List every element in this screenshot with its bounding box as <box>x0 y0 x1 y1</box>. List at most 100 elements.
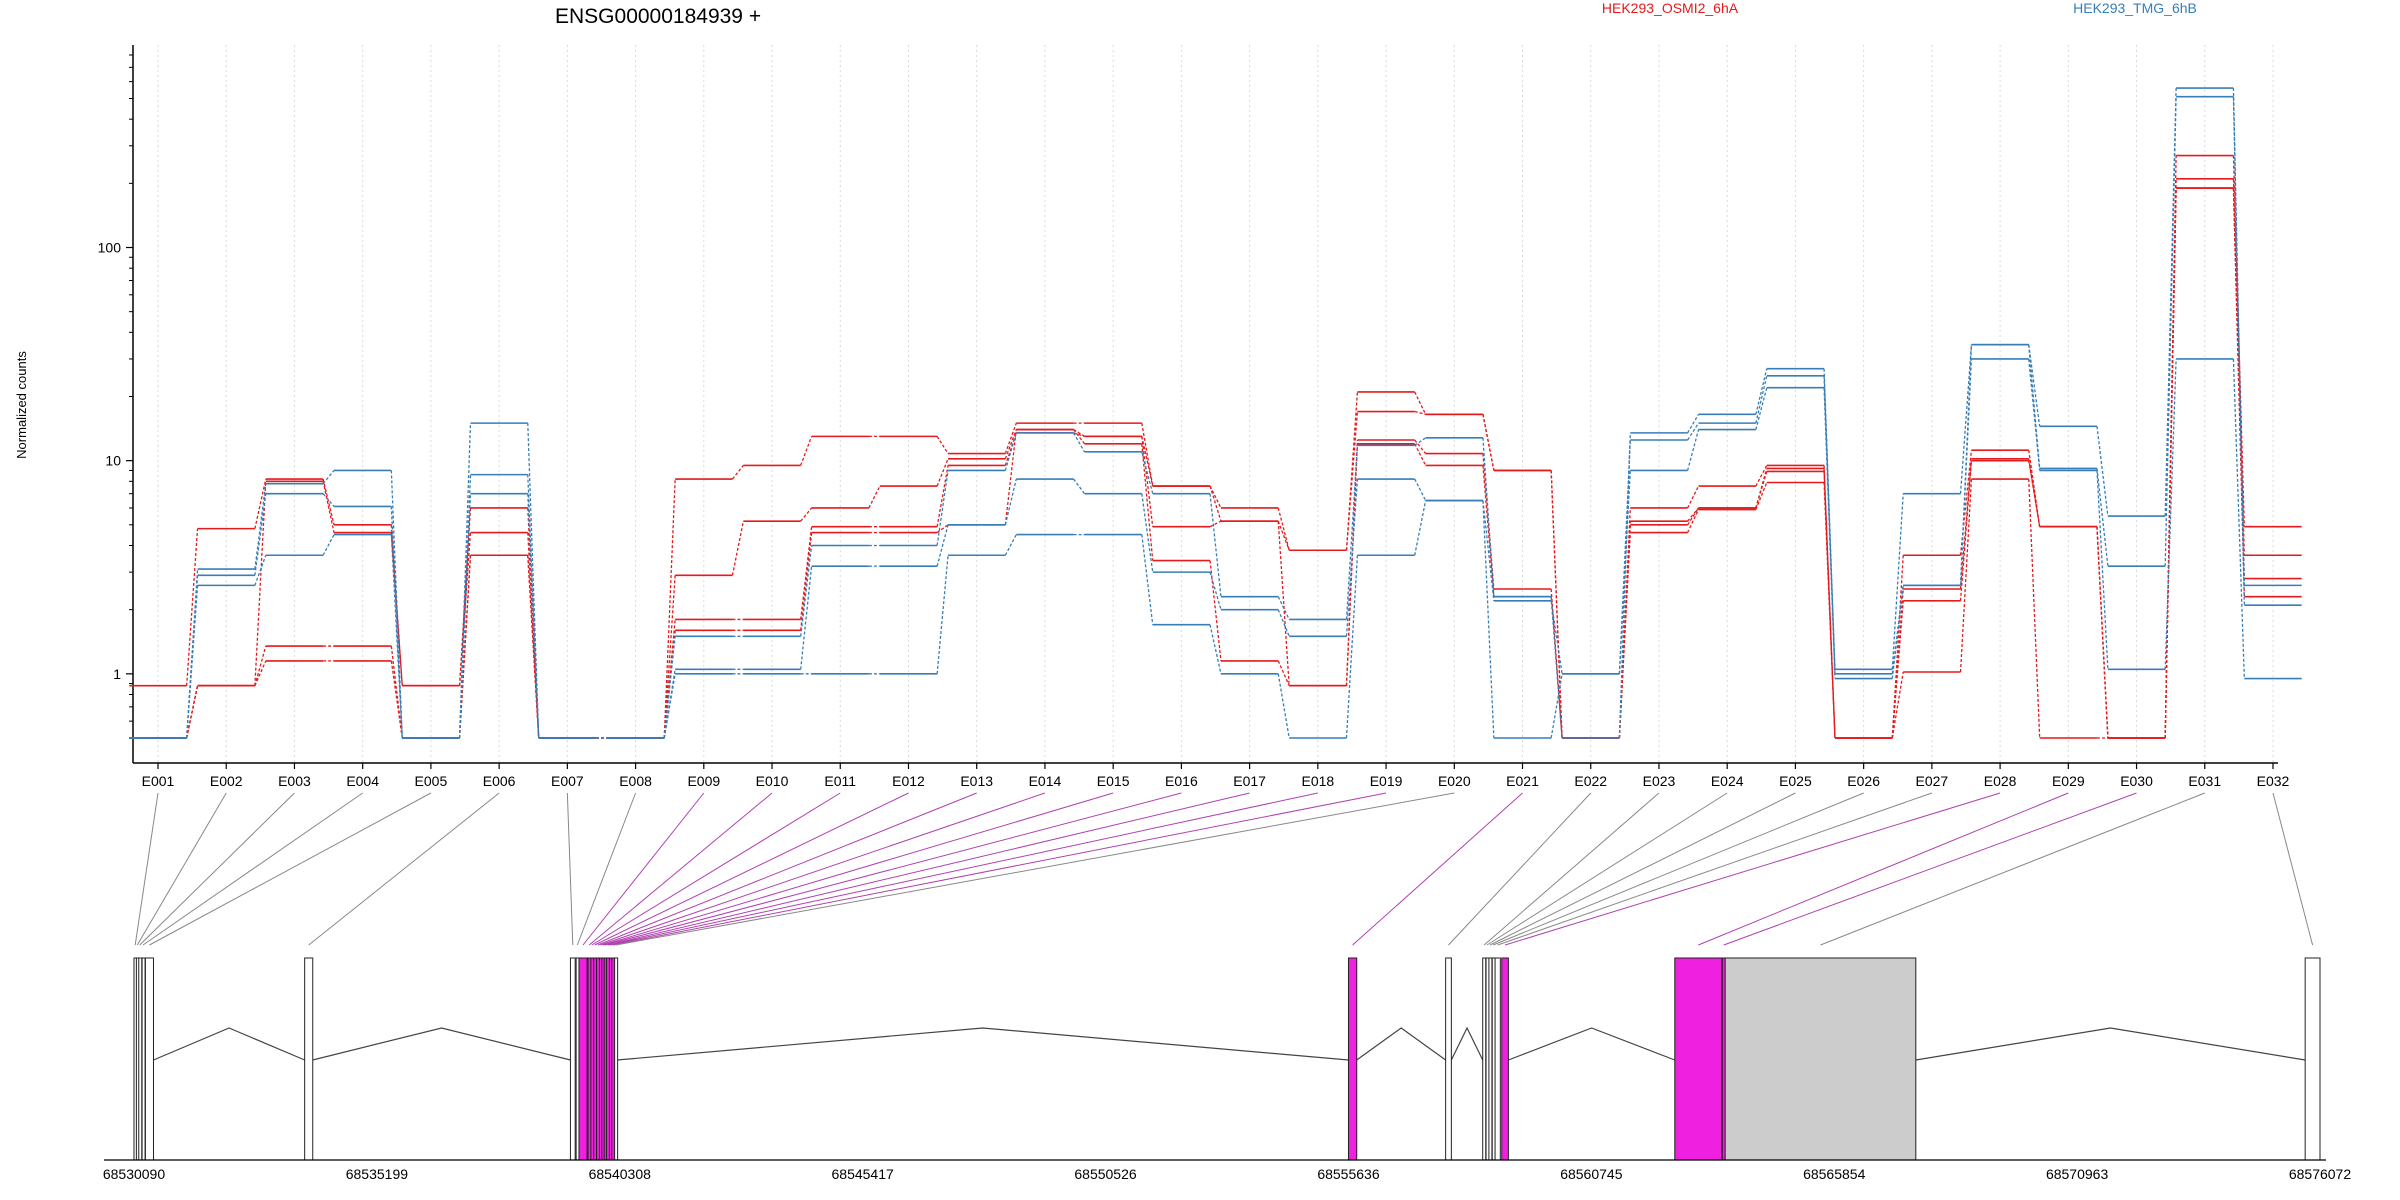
series-4-transition <box>1004 429 1017 525</box>
connector-E014 <box>600 792 1046 946</box>
intron-line <box>153 1027 305 1061</box>
series-5-transition <box>1414 437 1427 446</box>
series-3-transition <box>936 465 949 527</box>
x-tick-label-E013: E013 <box>960 773 993 789</box>
series-1-transition <box>254 478 267 529</box>
series-6-transition <box>1209 571 1222 610</box>
series-4-transition <box>800 532 813 631</box>
series-3-transition <box>2096 526 2109 739</box>
series-1-transition <box>1277 507 1290 551</box>
series-6-transition <box>1755 375 1768 424</box>
series-7-transition <box>1209 624 1222 674</box>
series-4 <box>129 187 2302 739</box>
series-7-transition <box>1755 387 1768 430</box>
series-6-transition <box>1277 609 1290 637</box>
series-2-transition <box>1141 436 1154 487</box>
series-4-transition <box>1618 532 1631 739</box>
series-5-transition <box>1209 493 1222 597</box>
series-5-transition <box>1345 445 1359 620</box>
connector-E019 <box>612 792 1387 946</box>
series-7-transition <box>186 585 199 739</box>
chart-title: ENSG00000184939 + <box>555 5 761 28</box>
x-tick-label-E018: E018 <box>1301 773 1334 789</box>
x-tick-label-E011: E011 <box>824 773 856 789</box>
series-7-transition <box>1550 673 1563 739</box>
series-7-transition <box>322 534 335 556</box>
series-5-transition <box>1277 596 1290 620</box>
series-2-transition <box>1073 428 1085 437</box>
gene-model-track <box>133 957 2321 1161</box>
series-3-transition <box>1414 439 1427 454</box>
exon-bin-E004 <box>141 957 146 1161</box>
y-axis-label: Normalized counts <box>14 351 29 459</box>
connector-E027 <box>1497 792 1933 946</box>
exon-bin-E021 <box>1347 957 1358 1161</box>
series-7-transition <box>1618 470 1631 674</box>
series-6-transition <box>390 506 403 739</box>
series-1-transition <box>1687 485 1700 509</box>
series-6-transition <box>2028 344 2041 469</box>
connector-E015 <box>602 792 1114 946</box>
series-5-transition <box>1141 451 1154 494</box>
series-1-transition <box>2232 155 2245 527</box>
connector-E022 <box>1448 792 1592 946</box>
series-1-transition <box>1209 485 1222 509</box>
genomic-tick-label-5: 68550526 <box>1074 1166 1137 1182</box>
series-5-transition <box>663 636 676 739</box>
genomic-tick-label-8: 68565854 <box>1803 1166 1866 1182</box>
series-4-transition <box>1141 443 1154 561</box>
series-5-transition <box>2028 344 2041 427</box>
connector-E013 <box>597 792 977 946</box>
x-tick-label-E010: E010 <box>756 773 789 789</box>
series-3-transition <box>1004 432 1017 466</box>
series-3-transition <box>1755 471 1768 509</box>
plot-axes: 1 10 100 E001 E002 E003 E004 E005 E006 E007 E008 E0… <box>98 45 2290 789</box>
series-1-transition <box>1345 391 1359 551</box>
series-5-transition <box>1073 432 1086 453</box>
series-7-transition <box>1277 673 1290 739</box>
series-5-transition <box>936 470 949 546</box>
series-2 <box>129 178 2302 739</box>
series-2-transition <box>800 507 813 522</box>
series-6 <box>129 95 2302 739</box>
x-tick-label-E032: E032 <box>2257 773 2290 789</box>
series-6-transition <box>1618 439 1631 674</box>
series-4-transition <box>1482 465 1495 597</box>
y-tick-label: 10 <box>105 453 121 469</box>
x-tick-label-E009: E009 <box>687 773 720 789</box>
x-tick-label-E017: E017 <box>1233 773 1266 789</box>
x-tick-label-E031: E031 <box>2188 773 2221 789</box>
x-tick-label-E007: E007 <box>551 773 584 789</box>
x-tick-label-E012: E012 <box>892 773 925 789</box>
series-6-transition <box>254 493 267 576</box>
vertical-gridlines <box>157 45 2274 763</box>
series-7-transition <box>663 673 676 739</box>
series-3-transition <box>1141 436 1154 527</box>
series-5-transition <box>1004 432 1017 471</box>
series-7-transition <box>936 555 949 674</box>
series-6-transition <box>936 524 949 567</box>
series-1-transition <box>731 465 744 480</box>
exon-bin-E020 <box>614 957 619 1161</box>
series-3-transition <box>1959 460 1973 601</box>
exon-bin-E005 <box>144 957 154 1161</box>
genomic-tick-label-4: 68545417 <box>832 1166 895 1182</box>
series-7-transition <box>1141 534 1154 625</box>
genomic-tick-label-2: 68535199 <box>346 1166 409 1182</box>
series-2-transition <box>1414 410 1426 415</box>
series-5-transition <box>1482 437 1495 597</box>
series-2-transition <box>868 485 881 509</box>
intron-line <box>312 1027 571 1061</box>
legend: HEK293_OSMI2_6hA HEK293_TMG_6hB <box>1602 0 2197 16</box>
exon-bin-E007 <box>569 957 576 1161</box>
series-4-transition <box>527 555 540 739</box>
series-2-transition <box>1482 414 1495 471</box>
y-tick-label: 1 <box>113 666 121 682</box>
series-7-transition <box>458 493 472 739</box>
connector-E023 <box>1483 792 1660 946</box>
exon-bin-E009 <box>578 957 588 1161</box>
series-5-transition <box>1959 344 1973 494</box>
x-tick-label-E015: E015 <box>1097 773 1130 789</box>
x-tick-label-E030: E030 <box>2120 773 2153 789</box>
series-5-transition <box>1687 413 1700 434</box>
